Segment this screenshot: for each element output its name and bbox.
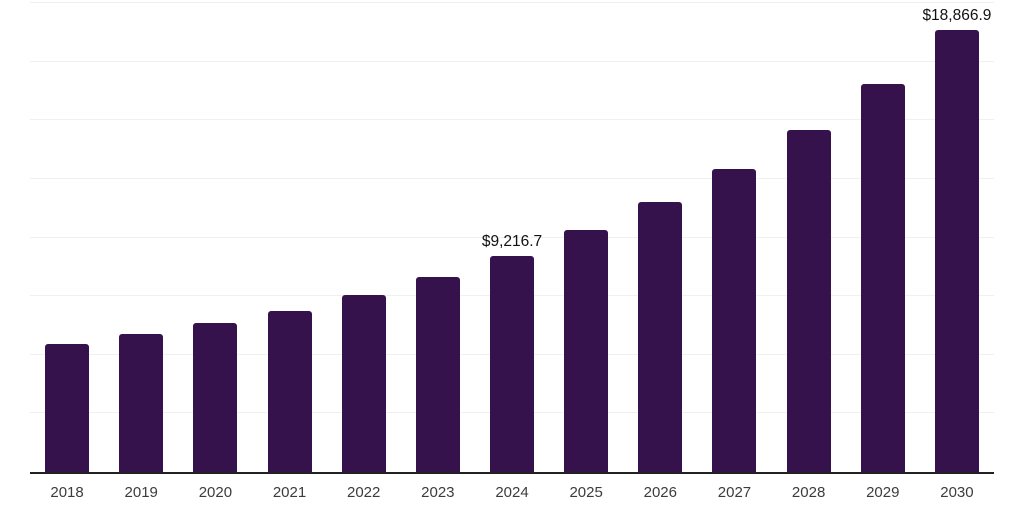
- bar-2018: [45, 343, 90, 472]
- gridline: [30, 60, 994, 62]
- bar-2021: [267, 310, 312, 472]
- bar-2028: [786, 130, 831, 472]
- x-tick-2022: 2022: [347, 484, 381, 501]
- bar-2030: [934, 29, 979, 472]
- bar-2019: [119, 333, 164, 472]
- value-label-2030: $18,866.9: [922, 6, 992, 24]
- bar-2023: [415, 277, 460, 472]
- bar-2027: [712, 168, 757, 472]
- bar-2024: [490, 255, 534, 472]
- gridline: [30, 177, 994, 179]
- bar-2020: [193, 322, 238, 472]
- gridline: [30, 236, 994, 238]
- x-tick-2029: 2029: [866, 484, 900, 501]
- bar-2026: [638, 202, 683, 472]
- x-tick-2030: 2030: [940, 484, 974, 501]
- value-label-2024: $9,216.7: [481, 232, 543, 250]
- x-tick-2028: 2028: [791, 484, 826, 501]
- gridline: [30, 119, 994, 121]
- x-tick-2025: 2025: [569, 484, 603, 501]
- gridline: [30, 2, 994, 3]
- x-tick-2018: 2018: [50, 484, 84, 501]
- x-tick-2023: 2023: [421, 484, 455, 501]
- bar-2025: [564, 230, 609, 472]
- x-tick-2027: 2027: [717, 484, 752, 501]
- plot-area: $9,216.7 $18,866.9: [30, 0, 994, 474]
- bar-2029: [860, 84, 905, 472]
- x-tick-2021: 2021: [272, 484, 307, 501]
- x-tick-2019: 2019: [124, 484, 158, 501]
- x-axis-line: [30, 472, 994, 474]
- x-tick-2024: 2024: [495, 484, 529, 501]
- x-tick-2026: 2026: [643, 484, 677, 501]
- x-tick-2020: 2020: [198, 484, 233, 501]
- bar-2022: [341, 294, 386, 472]
